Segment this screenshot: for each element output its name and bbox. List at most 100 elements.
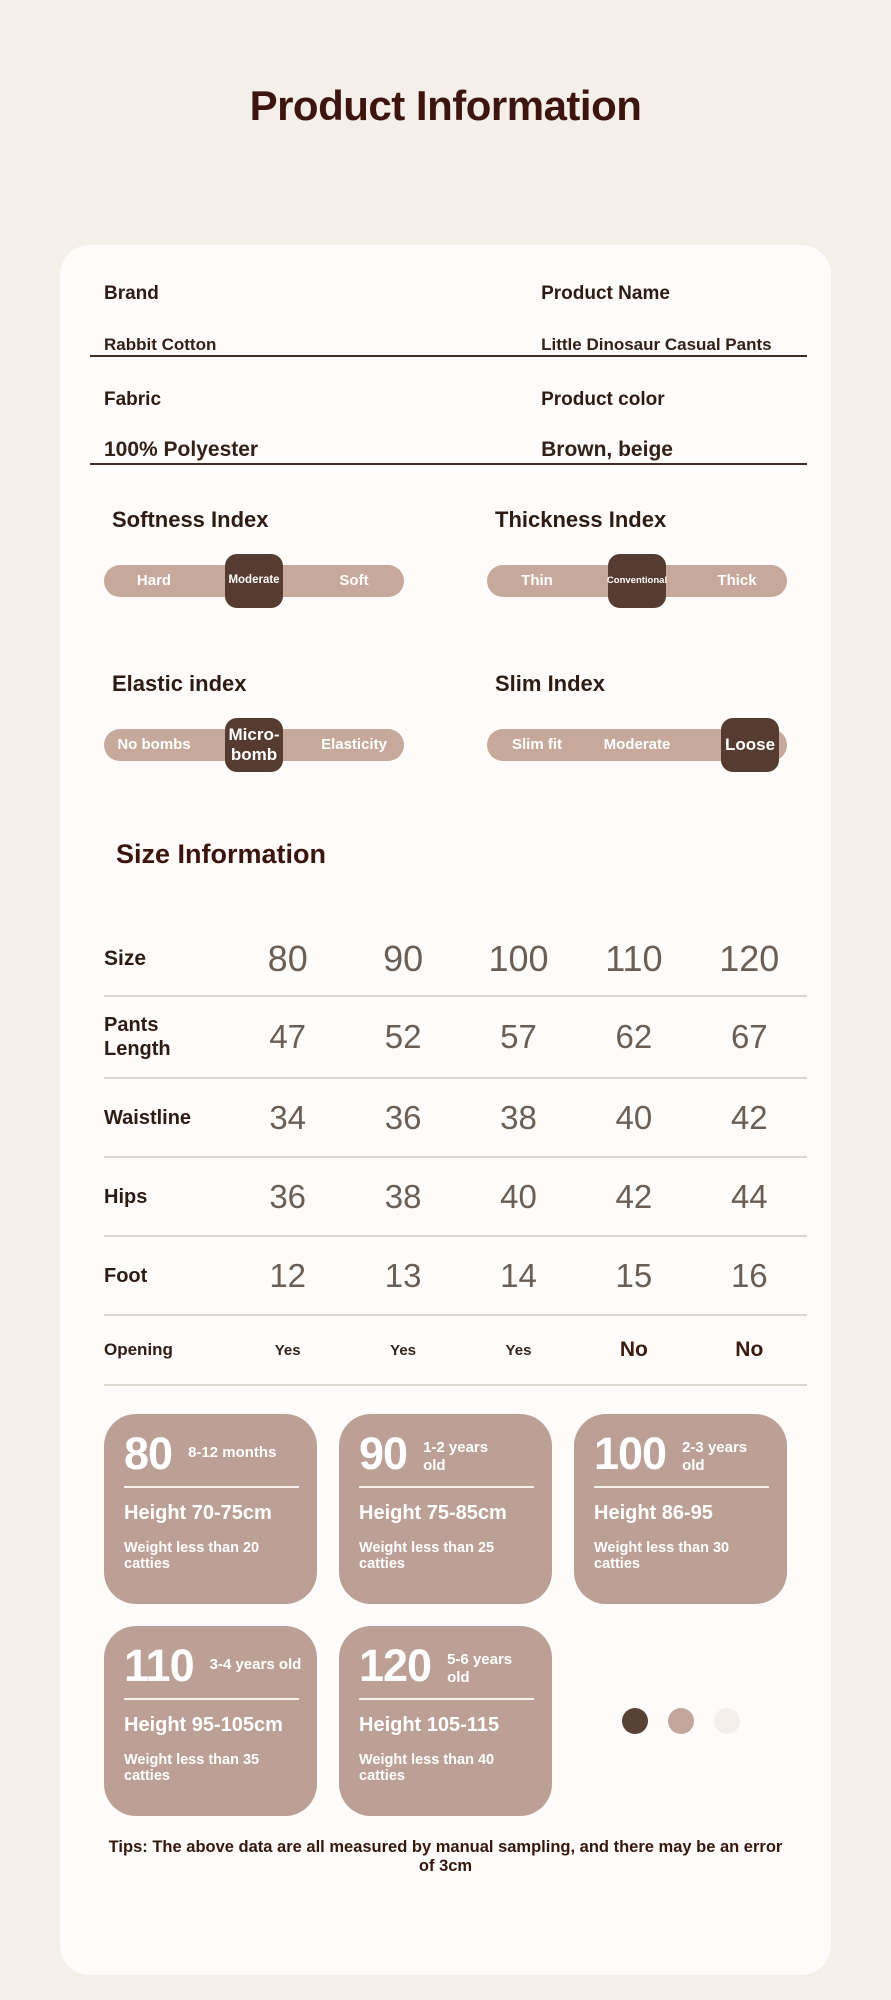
size-card-divider — [359, 1698, 534, 1700]
cell-value: 40 — [500, 1177, 537, 1215]
table-row-pants-length: Pants Length 47 52 57 62 67 — [104, 997, 807, 1079]
size-information-heading: Size Information — [116, 839, 327, 869]
table-row-waistline: Waistline 34 36 38 40 42 — [104, 1079, 807, 1158]
cell-value: 52 — [384, 1018, 422, 1055]
index-section-1: Softness Index Hard Soft Moderate Thickn… — [104, 507, 787, 608]
size-card-divider — [124, 1486, 299, 1488]
size-card-weight: Weight less than 25 catties — [359, 1540, 495, 1572]
size-card-120: 120 5-6 years old Height 105-115 Weight … — [339, 1626, 552, 1816]
size-col-80: 80 — [267, 937, 308, 979]
color-dot-dark-brown[interactable] — [621, 1708, 648, 1734]
size-card-head: 100 2-3 years old — [594, 1430, 773, 1478]
divider — [90, 463, 807, 465]
brand-block: Brand Rabbit Cotton — [104, 283, 541, 355]
size-card-age: 3-4 years old — [209, 1656, 302, 1673]
size-card-height: Height 75-85cm — [359, 1502, 507, 1524]
size-card-100: 100 2-3 years old Height 86-95 Weight le… — [574, 1414, 787, 1604]
softness-slider: Hard Soft Moderate — [104, 554, 404, 608]
slim-index: Slim Index Slim fit Moderate Loose — [487, 671, 787, 772]
softness-slider-knob[interactable]: Moderate — [225, 554, 283, 608]
cell-value: No — [619, 1338, 648, 1361]
product-name-value: Little Dinosaur Casual Pants — [541, 335, 772, 354]
row-label: Hips — [104, 1185, 148, 1208]
cell-value: Yes — [390, 1341, 417, 1359]
brand-value: Rabbit Cotton — [104, 335, 217, 354]
row-label: Foot — [104, 1264, 148, 1287]
size-card-weight: Weight less than 35 catties — [124, 1752, 260, 1784]
table-row-hips: Hips 36 38 40 42 44 — [104, 1158, 807, 1237]
row-label: Waistline — [104, 1106, 192, 1129]
size-card-head: 90 1-2 years old — [359, 1430, 538, 1478]
cell-value: 12 — [269, 1256, 307, 1294]
table-row-opening: Opening Yes Yes Yes No No — [104, 1316, 807, 1386]
size-card-age: 2-3 years old — [682, 1439, 748, 1474]
size-card-weight: Weight less than 20 catties — [124, 1540, 260, 1572]
softness-index-title: Softness Index — [112, 507, 269, 532]
cell-value: 14 — [500, 1256, 537, 1294]
size-card-number: 100 — [594, 1428, 667, 1479]
size-card-80: 80 8-12 months Height 70-75cm Weight les… — [104, 1414, 317, 1604]
slider-label-hard: Hard — [136, 572, 172, 589]
size-header-label: Size — [104, 946, 147, 970]
size-card-weight: Weight less than 40 catties — [359, 1752, 495, 1784]
thickness-index-title: Thickness Index — [495, 507, 667, 532]
cell-value: No — [735, 1338, 764, 1361]
fabric-block: Fabric 100% Polyester — [104, 389, 541, 463]
size-card-height: Height 86-95 — [594, 1502, 713, 1524]
size-card-number: 120 — [359, 1640, 432, 1691]
size-card-divider — [359, 1486, 534, 1488]
slider-label-moderate: Moderate — [603, 736, 671, 753]
size-card-grid: 80 8-12 months Height 70-75cm Weight les… — [104, 1414, 787, 1816]
slim-slider: Slim fit Moderate Loose — [487, 718, 787, 772]
cell-value: 16 — [730, 1256, 768, 1294]
size-card-number: 90 — [359, 1428, 408, 1479]
elastic-index: Elastic index No bombs Elasticity Micro-… — [104, 671, 404, 772]
size-table: Size 80 90 100 110 120 Pants Length 47 5… — [104, 922, 807, 1386]
size-table-header-row: Size 80 90 100 110 120 — [104, 922, 807, 997]
brand-product-row: Brand Rabbit Cotton Product Name Little … — [104, 283, 787, 355]
cell-value: 47 — [269, 1018, 307, 1055]
slider-label-slim-fit: Slim fit — [511, 736, 562, 753]
tips-text: Tips: The above data are all measured by… — [108, 1838, 783, 1875]
size-card-age: 5-6 years old — [447, 1651, 513, 1686]
thickness-index: Thickness Index Thin Thick Conventional — [487, 507, 787, 608]
fabric-label: Fabric — [104, 389, 162, 410]
color-dot-mauve[interactable] — [667, 1708, 694, 1734]
elastic-slider-knob[interactable]: Micro-bomb — [225, 718, 283, 772]
size-card-weight: Weight less than 30 catties — [594, 1540, 730, 1572]
fabric-color-row: Fabric 100% Polyester Product color Brow… — [104, 389, 787, 463]
product-info-card: Brand Rabbit Cotton Product Name Little … — [60, 245, 831, 1975]
thickness-slider-knob[interactable]: Conventional — [607, 554, 667, 608]
size-col-100: 100 — [488, 937, 549, 979]
slider-label-thin: Thin — [521, 572, 553, 589]
size-card-height: Height 105-115 — [359, 1714, 500, 1736]
size-card-height: Height 95-105cm — [124, 1714, 283, 1736]
cell-value: 40 — [615, 1098, 653, 1136]
size-col-120: 120 — [719, 937, 780, 979]
cell-value: 15 — [615, 1256, 653, 1294]
product-color-label: Product color — [541, 389, 665, 410]
size-card-height: Height 70-75cm — [124, 1502, 272, 1524]
cell-value: 57 — [500, 1018, 537, 1055]
size-card-head: 80 8-12 months — [124, 1430, 303, 1478]
color-dot-cream[interactable] — [713, 1708, 740, 1734]
product-color-value: Brown, beige — [541, 438, 673, 461]
size-card-divider — [124, 1698, 299, 1700]
cell-value: 67 — [730, 1018, 768, 1055]
size-card-head: 110 3-4 years old — [124, 1642, 303, 1690]
page-title: Product Information — [249, 82, 642, 129]
cell-value: 38 — [384, 1177, 422, 1215]
cell-value: 38 — [500, 1098, 537, 1136]
thickness-slider: Thin Thick Conventional — [487, 554, 787, 608]
cell-value: 44 — [730, 1177, 768, 1215]
slim-slider-knob[interactable]: Loose — [721, 718, 779, 772]
elastic-index-title: Elastic index — [112, 671, 247, 696]
size-card-age: 8-12 months — [188, 1444, 277, 1461]
slider-label-elasticity: Elasticity — [321, 736, 387, 753]
divider — [90, 355, 807, 357]
cell-value: 62 — [615, 1018, 653, 1055]
slider-label-soft: Soft — [339, 572, 369, 589]
size-col-90: 90 — [383, 937, 424, 979]
color-dots — [574, 1626, 787, 1816]
size-card-divider — [594, 1486, 769, 1488]
